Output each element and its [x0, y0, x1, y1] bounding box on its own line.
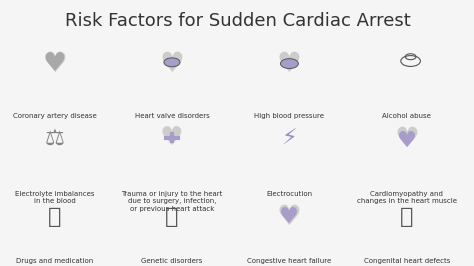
Text: Electrocution: Electrocution — [266, 191, 312, 197]
Text: ♥: ♥ — [160, 124, 184, 151]
Text: Congestive heart failure: Congestive heart failure — [247, 258, 331, 264]
Text: Cardiomyopathy and
changes in the heart muscle: Cardiomyopathy and changes in the heart … — [357, 191, 457, 204]
Text: Coronary artery disease: Coronary artery disease — [13, 113, 96, 119]
Text: Electrolyte imbalances
in the blood: Electrolyte imbalances in the blood — [15, 191, 94, 204]
Text: Alcohol abuse: Alcohol abuse — [383, 113, 431, 119]
Text: Genetic disorders: Genetic disorders — [141, 258, 203, 264]
Text: ♥: ♥ — [277, 203, 302, 231]
Text: 💉: 💉 — [48, 207, 61, 227]
Text: ♥: ♥ — [41, 49, 68, 78]
Text: ♥: ♥ — [160, 50, 184, 78]
Text: ♥: ♥ — [43, 51, 66, 77]
Text: ♥: ♥ — [276, 49, 303, 78]
Text: ♥: ♥ — [393, 124, 420, 153]
Circle shape — [164, 58, 180, 67]
Text: ♥: ♥ — [397, 131, 417, 151]
Text: Heart valve disorders: Heart valve disorders — [135, 113, 210, 119]
Text: ♥: ♥ — [277, 50, 302, 78]
Text: 👶: 👶 — [400, 207, 413, 227]
Text: ♥: ♥ — [158, 49, 186, 78]
Text: ♥: ♥ — [279, 207, 300, 227]
Circle shape — [281, 59, 298, 69]
Text: ♥: ♥ — [394, 125, 419, 153]
Text: Congenital heart defects: Congenital heart defects — [364, 258, 450, 264]
Text: ⚖: ⚖ — [45, 129, 64, 149]
Text: ♥: ♥ — [42, 50, 67, 78]
Text: High blood pressure: High blood pressure — [255, 113, 324, 119]
Text: Drugs and medication: Drugs and medication — [16, 258, 93, 264]
Text: 🧬: 🧬 — [165, 207, 179, 227]
Text: Risk Factors for Sudden Cardiac Arrest: Risk Factors for Sudden Cardiac Arrest — [65, 12, 410, 30]
Text: Trauma or injury to the heart
due to surgery, infection,
or previous heart attac: Trauma or injury to the heart due to sur… — [121, 191, 223, 212]
Text: ⚡: ⚡ — [282, 129, 297, 149]
Text: ♥: ♥ — [276, 202, 303, 231]
